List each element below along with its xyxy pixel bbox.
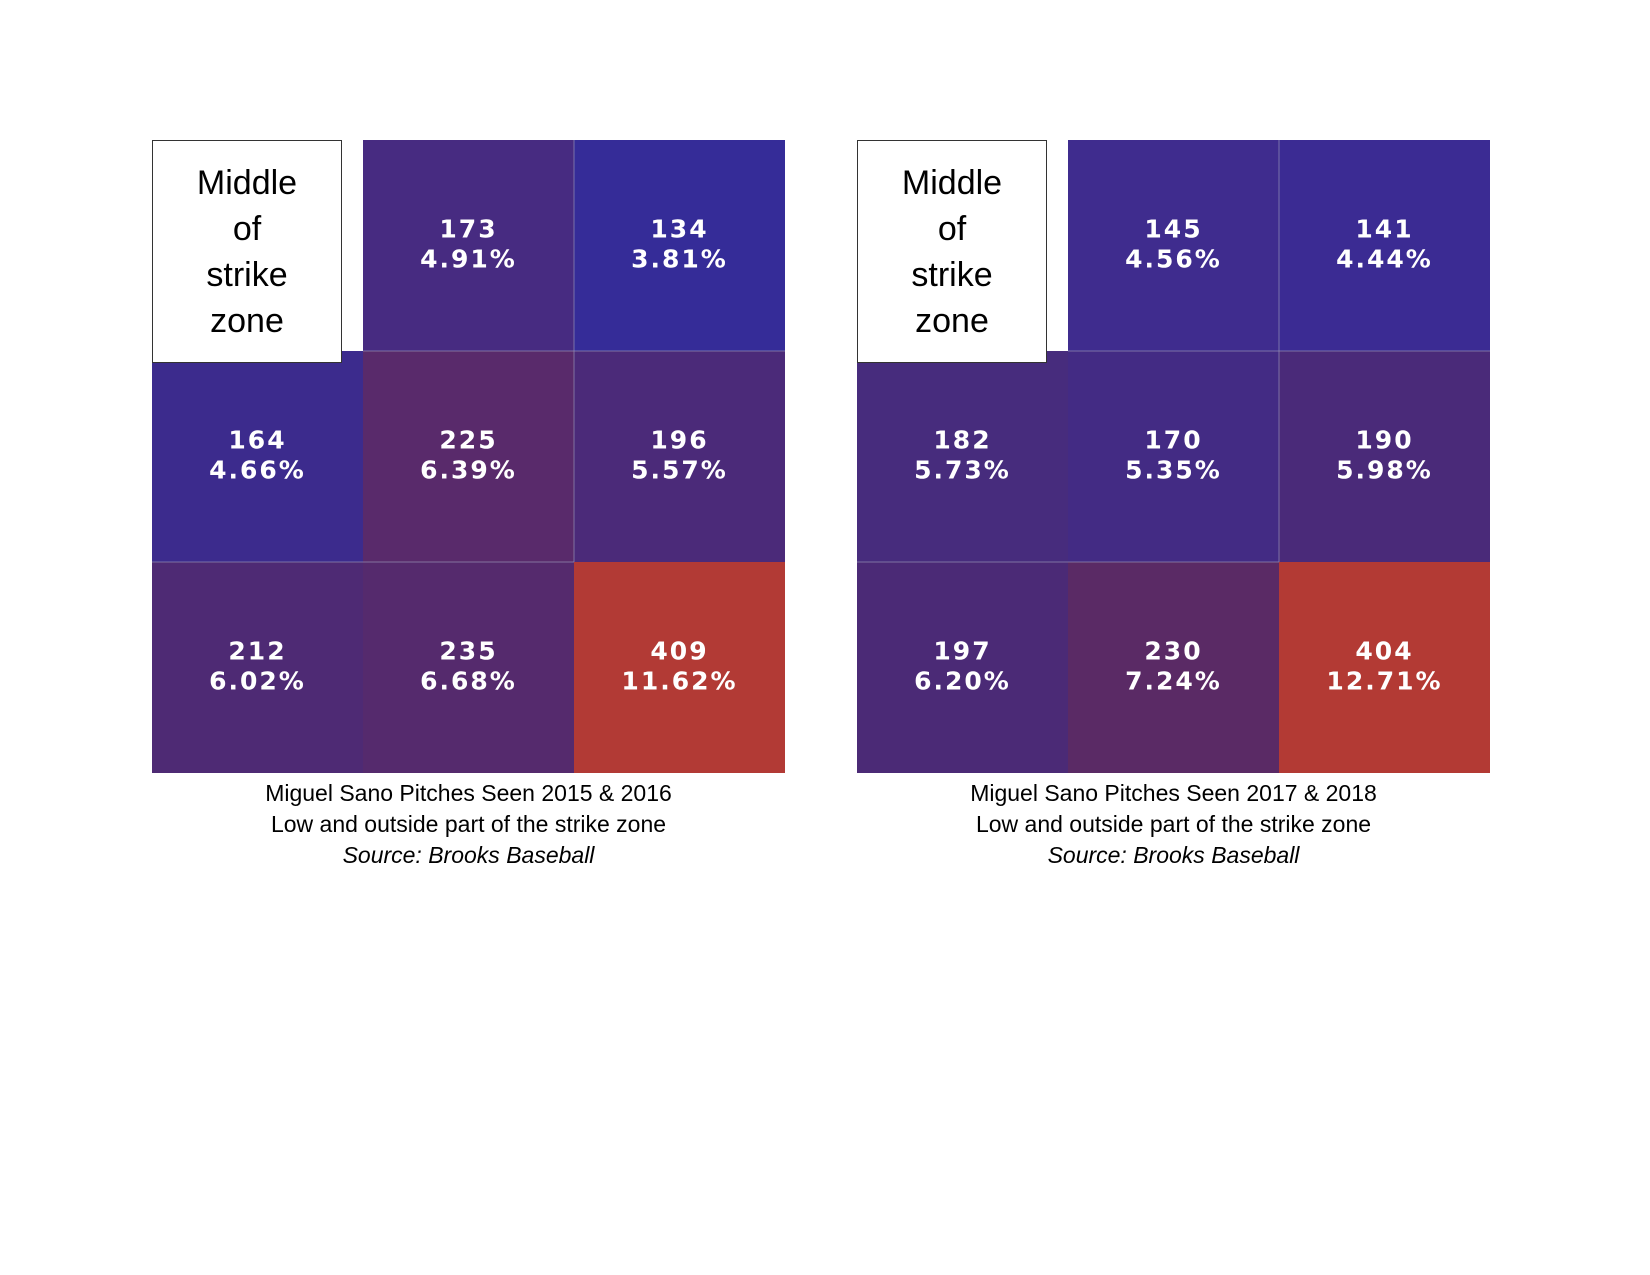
cell-count-label: 182 — [933, 426, 991, 455]
cell-count-label: 141 — [1355, 215, 1413, 244]
heatmap-cell — [363, 562, 575, 773]
cell-percent-label: 6.68% — [420, 667, 517, 696]
label-line: strike — [206, 255, 288, 294]
label-line: zone — [915, 301, 989, 340]
cell-percent-label: 4.44% — [1336, 245, 1433, 274]
caption-source: Source: Brooks Baseball — [1047, 842, 1300, 868]
heatmap-cell — [857, 351, 1069, 563]
caption-source: Source: Brooks Baseball — [342, 842, 595, 868]
label-line: zone — [210, 301, 284, 340]
cell-percent-label: 11.62% — [621, 667, 737, 696]
heatmap-cell — [1068, 562, 1280, 773]
heatmap-cell — [152, 351, 364, 563]
heatmap-cell — [1068, 351, 1280, 563]
label-line: Middle — [901, 163, 1003, 202]
cell-count-label: 230 — [1144, 637, 1202, 666]
cell-percent-label: 3.81% — [631, 245, 728, 274]
heatmap-cell — [1068, 140, 1280, 352]
cell-count-label: 190 — [1355, 426, 1413, 455]
heatmap-2015-2016: 173 4.91% 134 3.81% 164 4.66% 225 6.39% 196 5.57%… — [152, 140, 785, 773]
heatmap-cell — [363, 140, 575, 352]
cell-count-label: 235 — [439, 637, 497, 666]
cell-percent-label: 6.20% — [914, 667, 1011, 696]
heatmap-cell — [574, 562, 785, 773]
caption-2017-2018: Miguel Sano Pitches Seen 2017 & 2018 Low… — [857, 778, 1490, 871]
cell-count-label: 134 — [650, 215, 708, 244]
cell-count-label: 409 — [650, 637, 708, 666]
heatmap-cell — [152, 562, 364, 773]
label-line: Middle — [196, 163, 298, 202]
heatmap-cell — [857, 562, 1069, 773]
cell-count-label: 170 — [1144, 426, 1202, 455]
cell-count-label: 404 — [1355, 637, 1413, 666]
cell-percent-label: 4.66% — [209, 456, 306, 485]
cell-percent-label: 12.71% — [1326, 667, 1442, 696]
caption-subtitle: Low and outside part of the strike zone — [270, 811, 667, 837]
cell-percent-label: 5.73% — [914, 456, 1011, 485]
middle-of-strike-zone-label: Middle of strike zone — [857, 140, 1047, 363]
label-line: of — [937, 209, 967, 248]
heatmap-cell — [363, 351, 575, 563]
heatmap-cell — [1279, 140, 1490, 352]
label-line: of — [232, 209, 262, 248]
cell-count-label: 212 — [228, 637, 286, 666]
caption-title: Miguel Sano Pitches Seen 2017 & 2018 — [970, 780, 1377, 806]
cell-percent-label: 7.24% — [1125, 667, 1222, 696]
cell-count-label: 196 — [650, 426, 708, 455]
cell-percent-label: 5.35% — [1125, 456, 1222, 485]
cell-count-label: 173 — [439, 215, 497, 244]
heatmap-cell — [1279, 562, 1490, 773]
cell-percent-label: 5.98% — [1336, 456, 1433, 485]
cell-count-label: 164 — [228, 426, 286, 455]
middle-of-strike-zone-label: Middle of strike zone — [152, 140, 342, 363]
cell-count-label: 225 — [439, 426, 497, 455]
cell-percent-label: 6.02% — [209, 667, 306, 696]
heatmap-2017-2018: 145 4.56% 141 4.44% 182 5.73% 170 5.35% 190 5.98%… — [857, 140, 1490, 773]
label-line: strike — [911, 255, 993, 294]
cell-percent-label: 6.39% — [420, 456, 517, 485]
cell-percent-label: 5.57% — [631, 456, 728, 485]
heatmap-cell — [1279, 351, 1490, 563]
heatmap-cell — [574, 140, 785, 352]
heatmap-cell — [574, 351, 785, 563]
cell-percent-label: 4.91% — [420, 245, 517, 274]
cell-percent-label: 4.56% — [1125, 245, 1222, 274]
caption-title: Miguel Sano Pitches Seen 2015 & 2016 — [265, 780, 672, 806]
caption-2015-2016: Miguel Sano Pitches Seen 2015 & 2016 Low… — [152, 778, 785, 871]
cell-count-label: 145 — [1144, 215, 1202, 244]
caption-subtitle: Low and outside part of the strike zone — [975, 811, 1372, 837]
cell-count-label: 197 — [933, 637, 991, 666]
